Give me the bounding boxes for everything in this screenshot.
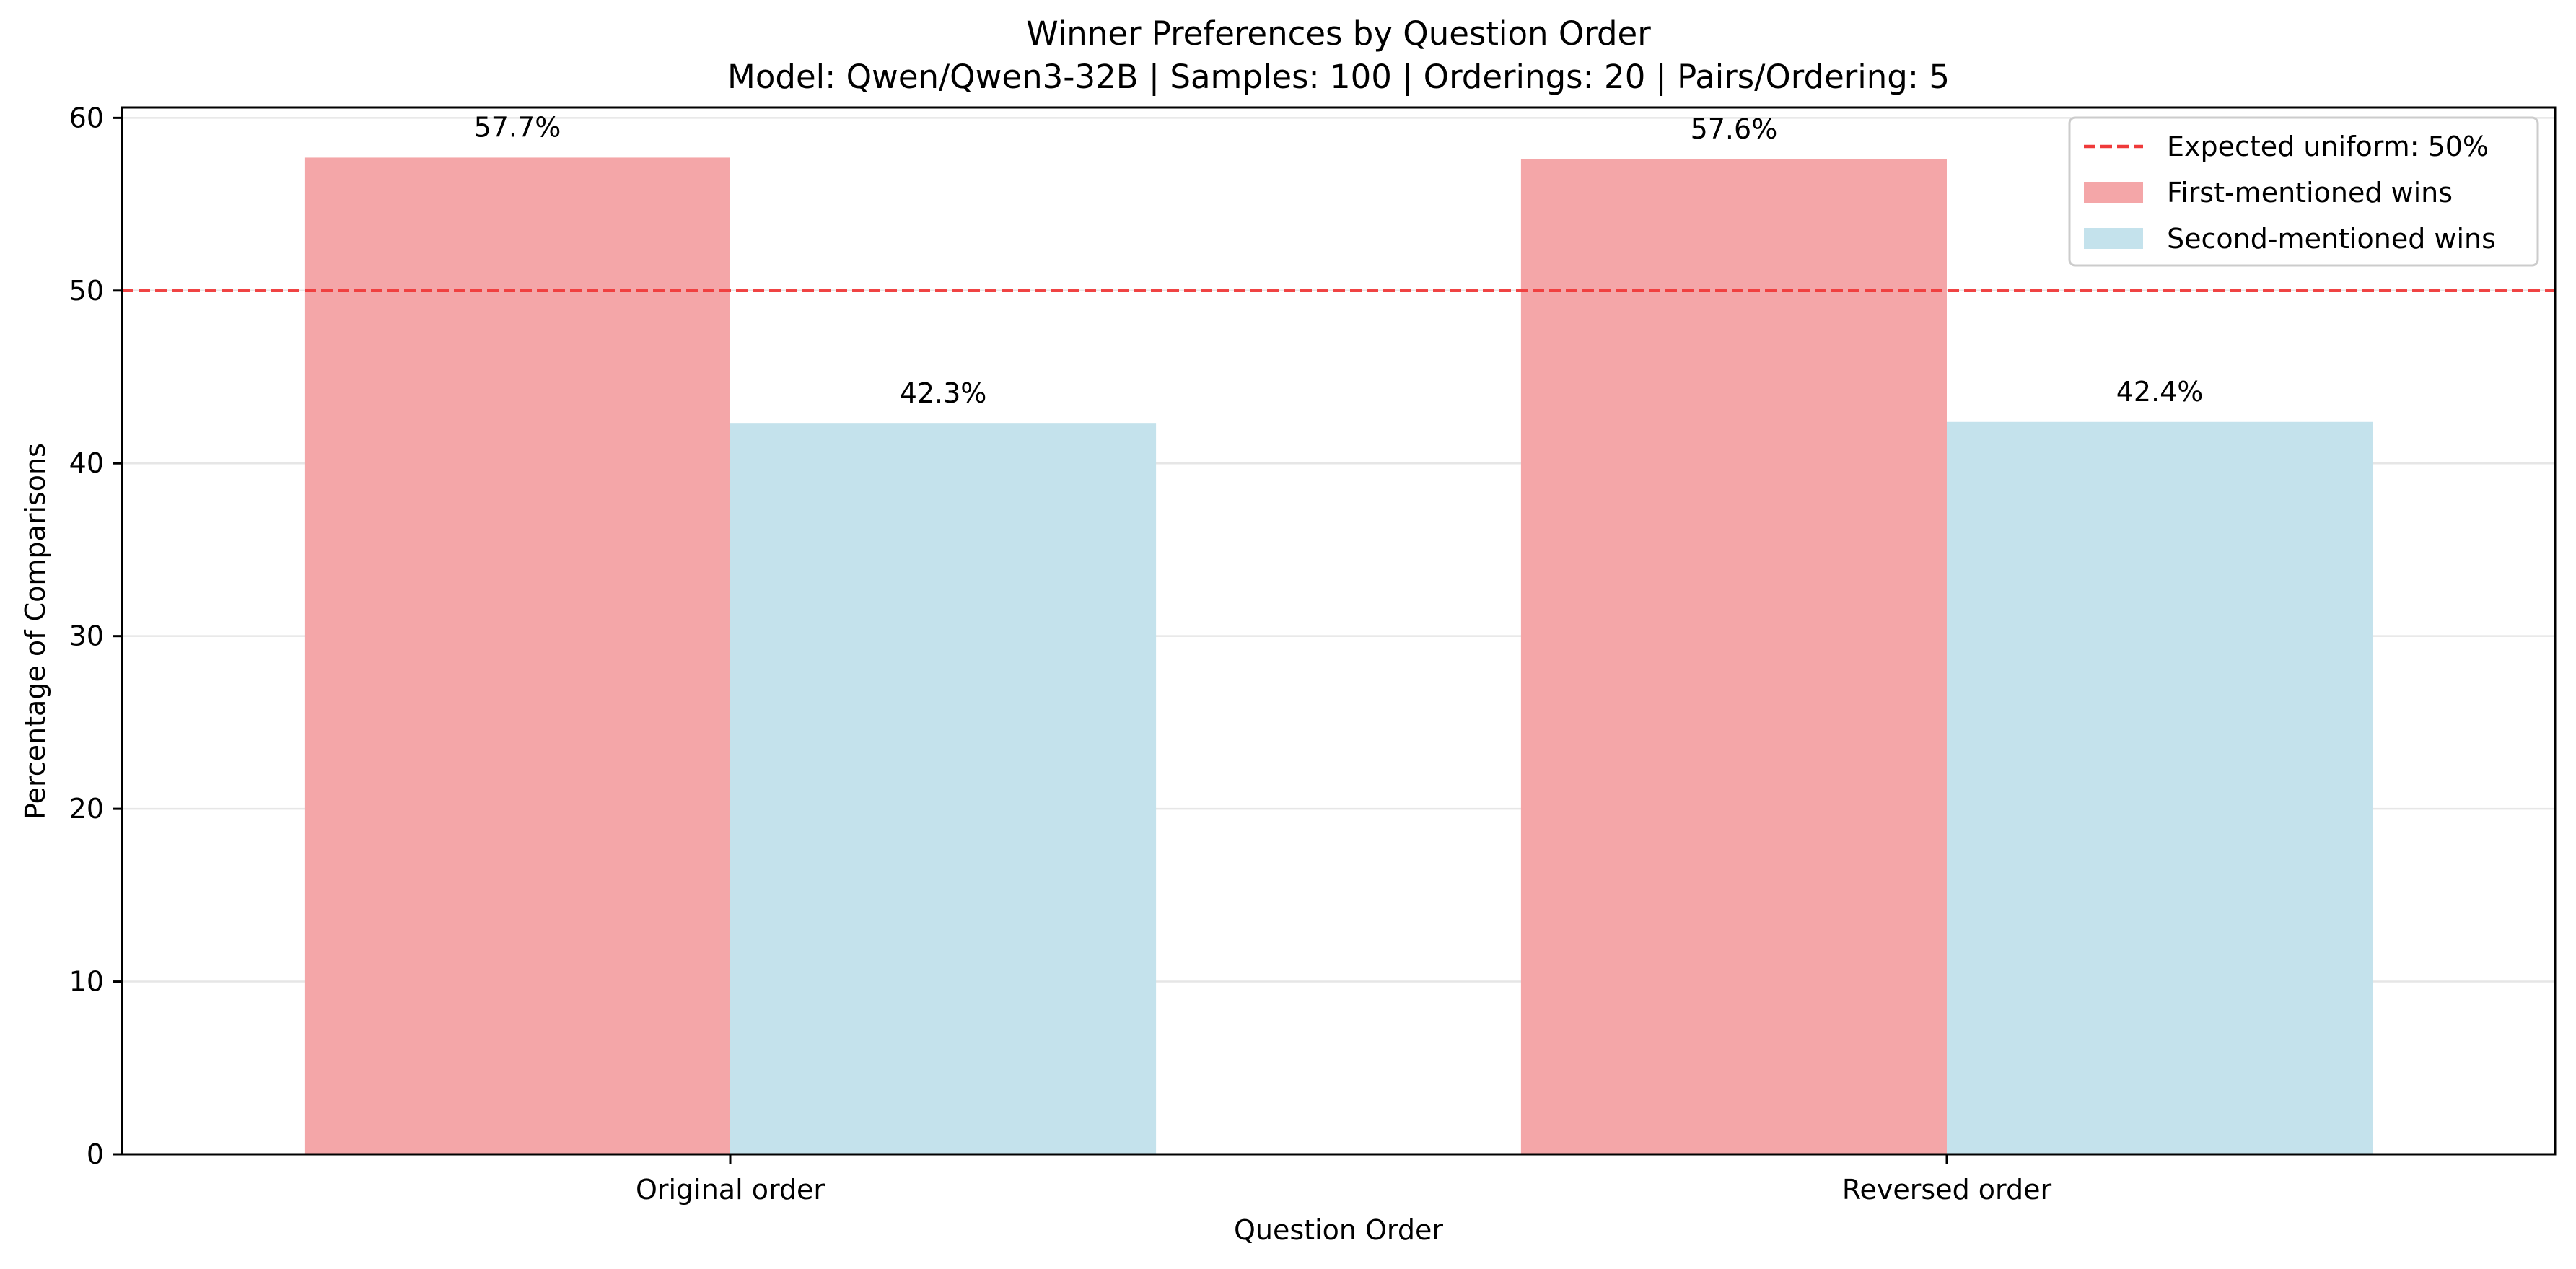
bars: 57.7% 57.6% 42.3% 42.4% bbox=[304, 111, 2373, 1155]
x-axis-label: Question Order bbox=[1234, 1214, 1443, 1246]
chart-subtitle: Model: Qwen/Qwen3-32B | Samples: 100 | O… bbox=[727, 58, 1950, 96]
legend-label-reference: Expected uniform: 50% bbox=[2167, 131, 2489, 162]
legend-swatch-second bbox=[2084, 228, 2143, 249]
y-axis: 0 10 20 30 40 50 60 bbox=[69, 102, 122, 1170]
bar-value-label: 57.6% bbox=[1691, 113, 1778, 145]
legend-box bbox=[2068, 116, 2539, 267]
y-tick-label: 40 bbox=[69, 447, 104, 479]
bar-first-0 bbox=[304, 157, 730, 1155]
x-axis: Original order Reversed order bbox=[636, 1154, 2052, 1206]
y-tick-label: 10 bbox=[69, 966, 104, 998]
legend-swatch-first bbox=[2084, 182, 2143, 203]
bar-second-1 bbox=[1947, 421, 2373, 1154]
y-tick-label: 0 bbox=[87, 1138, 104, 1170]
x-tick-label: Original order bbox=[636, 1174, 825, 1206]
y-axis-label: Percentage of Comparisons bbox=[19, 443, 51, 820]
bar-value-label: 42.4% bbox=[2116, 376, 2204, 408]
bar-value-label: 57.7% bbox=[474, 111, 561, 143]
legend: Expected uniform: 50% First-mentioned wi… bbox=[2068, 116, 2539, 267]
y-tick-label: 30 bbox=[69, 620, 104, 652]
y-tick-label: 20 bbox=[69, 793, 104, 825]
bar-second-0 bbox=[730, 423, 1157, 1154]
chart-title: Winner Preferences by Question Order bbox=[1026, 14, 1651, 53]
bar-first-1 bbox=[1520, 159, 1947, 1155]
y-tick-label: 60 bbox=[69, 102, 104, 133]
legend-label-first: First-mentioned wins bbox=[2167, 177, 2453, 208]
bar-value-label: 42.3% bbox=[900, 377, 987, 409]
legend-label-second: Second-mentioned wins bbox=[2167, 223, 2496, 255]
y-tick-label: 50 bbox=[69, 275, 104, 307]
plot-frame bbox=[121, 106, 2557, 1156]
x-tick-label: Reversed order bbox=[1842, 1174, 2052, 1206]
